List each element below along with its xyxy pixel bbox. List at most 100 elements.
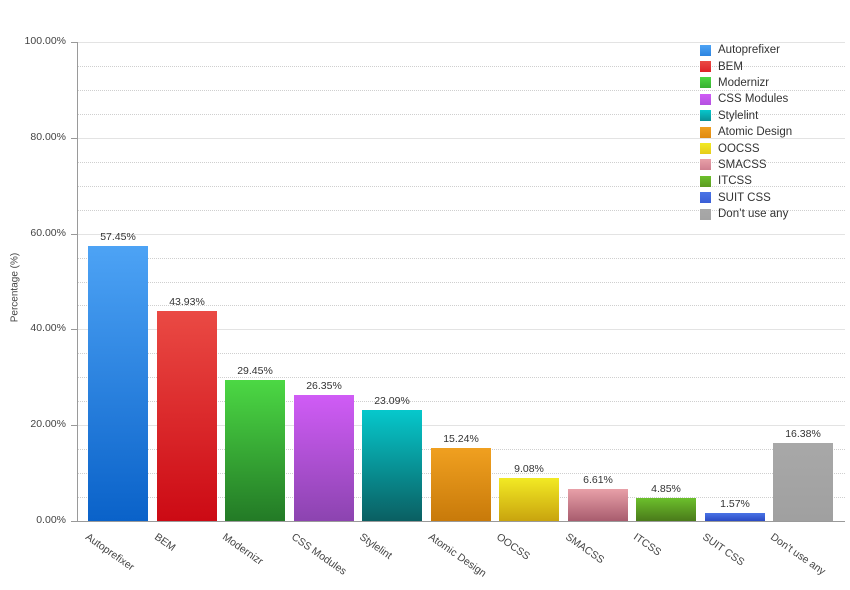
x-tick-label: BEM — [152, 531, 178, 554]
legend-item[interactable]: ITCSS — [700, 173, 792, 189]
y-tick-label: 40.00% — [30, 322, 66, 334]
y-tick-label: 80.00% — [30, 131, 66, 143]
x-tick-label: SUIT CSS — [700, 531, 747, 569]
legend-label: Autoprefixer — [718, 44, 781, 57]
bar-modernizr — [225, 380, 285, 521]
minor-gridline — [78, 377, 845, 378]
legend-swatch-icon — [700, 126, 711, 138]
major-gridline — [78, 138, 845, 139]
legend: Autoprefixer BEM Modernizr CSS Modules Style… — [700, 42, 792, 222]
major-gridline — [78, 425, 845, 426]
major-gridline — [78, 234, 845, 235]
bar-value-label: 26.35% — [306, 380, 342, 392]
bar-autoprefixer — [88, 246, 148, 521]
y-tick-label: 20.00% — [30, 418, 66, 430]
bar-stylelint — [362, 410, 422, 521]
bar-atomic-design — [431, 448, 491, 521]
bar-css-modules — [294, 395, 354, 521]
bar-bem — [157, 311, 217, 521]
legend-label: CSS Modules — [718, 93, 789, 106]
x-tick-label: SMACSS — [563, 531, 607, 567]
legend-label: Modernizr — [718, 76, 770, 89]
legend-item[interactable]: CSS Modules — [700, 91, 792, 107]
x-tick-label: Modernizr — [220, 531, 266, 568]
y-tick-mark — [71, 42, 77, 43]
major-gridline — [78, 42, 845, 43]
minor-gridline — [78, 258, 845, 259]
bar-value-label: 16.38% — [785, 428, 821, 440]
minor-gridline — [78, 210, 845, 211]
legend-item[interactable]: BEM — [700, 58, 792, 74]
minor-gridline — [78, 186, 845, 187]
minor-gridline — [78, 401, 845, 402]
legend-swatch-icon — [700, 93, 711, 105]
bar-value-label: 43.93% — [169, 296, 205, 308]
bar-value-label: 29.45% — [237, 365, 273, 377]
legend-item[interactable]: OOCSS — [700, 140, 792, 156]
legend-swatch-icon — [700, 208, 711, 220]
y-tick-label: 0.00% — [36, 514, 66, 526]
legend-swatch-icon — [700, 143, 711, 155]
legend-label: OOCSS — [718, 142, 760, 155]
y-tick-mark — [71, 521, 77, 522]
minor-gridline — [78, 66, 845, 67]
minor-gridline — [78, 282, 845, 283]
bar-value-label: 4.85% — [651, 483, 681, 495]
x-tick-label: Don’t use any — [768, 531, 828, 578]
x-tick-label: OOCSS — [494, 531, 533, 563]
legend-swatch-icon — [700, 44, 711, 56]
bar-value-label: 1.57% — [720, 498, 750, 510]
legend-label: Don’t use any — [718, 208, 789, 221]
bar-suit-css — [705, 513, 765, 521]
minor-gridline — [78, 305, 845, 306]
legend-item[interactable]: Don’t use any — [700, 206, 792, 222]
bar-value-label: 57.45% — [100, 231, 136, 243]
x-tick-label: Autoprefixer — [83, 531, 137, 574]
legend-item[interactable]: SUIT CSS — [700, 190, 792, 206]
bar-itcss — [636, 498, 696, 521]
legend-swatch-icon — [700, 77, 711, 89]
legend-item[interactable]: SMACSS — [700, 157, 792, 173]
legend-item[interactable]: Modernizr — [700, 75, 792, 91]
minor-gridline — [78, 114, 845, 115]
legend-swatch-icon — [700, 175, 711, 187]
bar-don-t-use-any — [773, 443, 833, 521]
y-tick-mark — [71, 138, 77, 139]
bar-smacss — [568, 489, 628, 521]
y-axis-line — [77, 42, 78, 522]
legend-swatch-icon — [700, 61, 711, 73]
legend-label: Stylelint — [718, 109, 759, 122]
legend-label: SMACSS — [718, 158, 767, 171]
minor-gridline — [78, 353, 845, 354]
legend-item[interactable]: Atomic Design — [700, 124, 792, 140]
bar-value-label: 15.24% — [443, 433, 479, 445]
y-tick-mark — [71, 234, 77, 235]
major-gridline — [78, 329, 845, 330]
legend-item[interactable]: Stylelint — [700, 108, 792, 124]
x-axis-line — [77, 521, 845, 522]
legend-swatch-icon — [700, 159, 711, 171]
minor-gridline — [78, 162, 845, 163]
legend-swatch-icon — [700, 192, 711, 204]
y-axis-title: Percentage (%) — [9, 252, 21, 323]
x-tick-label: ITCSS — [631, 531, 664, 559]
x-tick-label: Stylelint — [357, 531, 395, 562]
y-tick-label: 60.00% — [30, 227, 66, 239]
legend-label: ITCSS — [718, 175, 752, 188]
bar-value-label: 23.09% — [374, 395, 410, 407]
legend-label: SUIT CSS — [718, 191, 771, 204]
y-tick-label: 100.00% — [24, 35, 66, 47]
x-tick-label: CSS Modules — [289, 531, 349, 578]
legend-swatch-icon — [700, 110, 711, 122]
x-tick-label: Atomic Design — [426, 531, 489, 580]
bar-oocss — [499, 478, 559, 521]
y-tick-mark — [71, 329, 77, 330]
y-tick-mark — [71, 425, 77, 426]
bar-value-label: 9.08% — [514, 463, 544, 475]
minor-gridline — [78, 90, 845, 91]
legend-label: BEM — [718, 60, 743, 73]
legend-label: Atomic Design — [718, 126, 793, 139]
bar-value-label: 6.61% — [583, 474, 613, 486]
legend-item[interactable]: Autoprefixer — [700, 42, 792, 58]
